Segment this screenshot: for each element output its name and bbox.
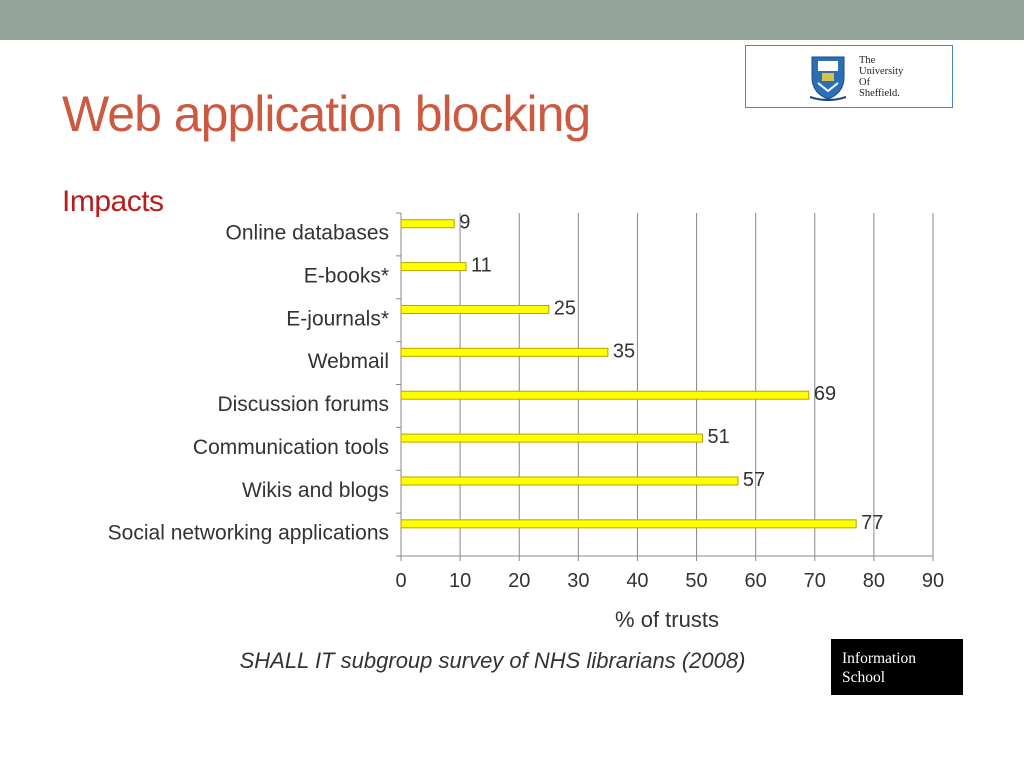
category-label: Discussion forums bbox=[217, 393, 389, 416]
bar bbox=[400, 219, 455, 229]
bar bbox=[400, 347, 609, 357]
data-label: 35 bbox=[613, 340, 635, 362]
x-tick-label: 30 bbox=[567, 570, 589, 592]
information-school-logo: Information School bbox=[831, 639, 963, 695]
data-label: 11 bbox=[471, 255, 492, 277]
x-tick-label: 0 bbox=[395, 570, 406, 592]
data-label: 69 bbox=[814, 383, 836, 405]
bar bbox=[400, 390, 810, 400]
logo-line: Of bbox=[859, 77, 871, 88]
data-label: 57 bbox=[743, 469, 765, 491]
bar bbox=[400, 304, 550, 314]
bar bbox=[400, 433, 703, 443]
slide-title: Web application blocking bbox=[62, 86, 591, 142]
university-logo: The University Of Sheffield. bbox=[745, 45, 953, 108]
x-tick-label: 70 bbox=[804, 570, 826, 592]
bar bbox=[400, 262, 467, 272]
info-box-line: Information bbox=[842, 650, 917, 667]
bar-chart: 0 10 20 30 40 50 60 70 80 90 9 Online databases 11 E-… bbox=[108, 212, 944, 632]
info-box-line: School bbox=[842, 669, 886, 686]
slide-subtitle: Impacts bbox=[62, 185, 164, 218]
crest-icon bbox=[809, 56, 847, 101]
top-banner bbox=[0, 0, 1024, 40]
source-caption: SHALL IT subgroup survey of NHS libraria… bbox=[239, 648, 746, 673]
data-label: 77 bbox=[861, 512, 883, 534]
x-tick-label: 40 bbox=[626, 570, 648, 592]
x-axis-title: % of trusts bbox=[615, 607, 719, 632]
category-label: Online databases bbox=[226, 222, 389, 245]
x-tick-label: 60 bbox=[745, 570, 767, 592]
data-label: 51 bbox=[707, 426, 729, 448]
category-label: Wikis and blogs bbox=[242, 479, 389, 502]
logo-line: University bbox=[859, 66, 904, 77]
x-tick-label: 50 bbox=[685, 570, 707, 592]
logo-line: The bbox=[859, 55, 876, 66]
x-tick-label: 20 bbox=[508, 570, 530, 592]
logo-wordmark: The University Of Sheffield. bbox=[859, 55, 949, 99]
x-tick-label: 80 bbox=[863, 570, 885, 592]
x-tick-label: 90 bbox=[922, 570, 944, 592]
data-label: 25 bbox=[554, 297, 576, 319]
logo-line: Sheffield. bbox=[859, 88, 900, 99]
category-label: Social networking applications bbox=[108, 522, 389, 545]
data-label: 9 bbox=[459, 212, 470, 234]
category-label: E-books* bbox=[304, 264, 389, 287]
category-label: Webmail bbox=[308, 350, 389, 373]
category-label: E-journals* bbox=[286, 307, 389, 330]
category-label: Communication tools bbox=[193, 436, 389, 459]
x-tick-label: 10 bbox=[449, 570, 471, 592]
bar bbox=[400, 476, 739, 486]
bar bbox=[400, 519, 857, 529]
